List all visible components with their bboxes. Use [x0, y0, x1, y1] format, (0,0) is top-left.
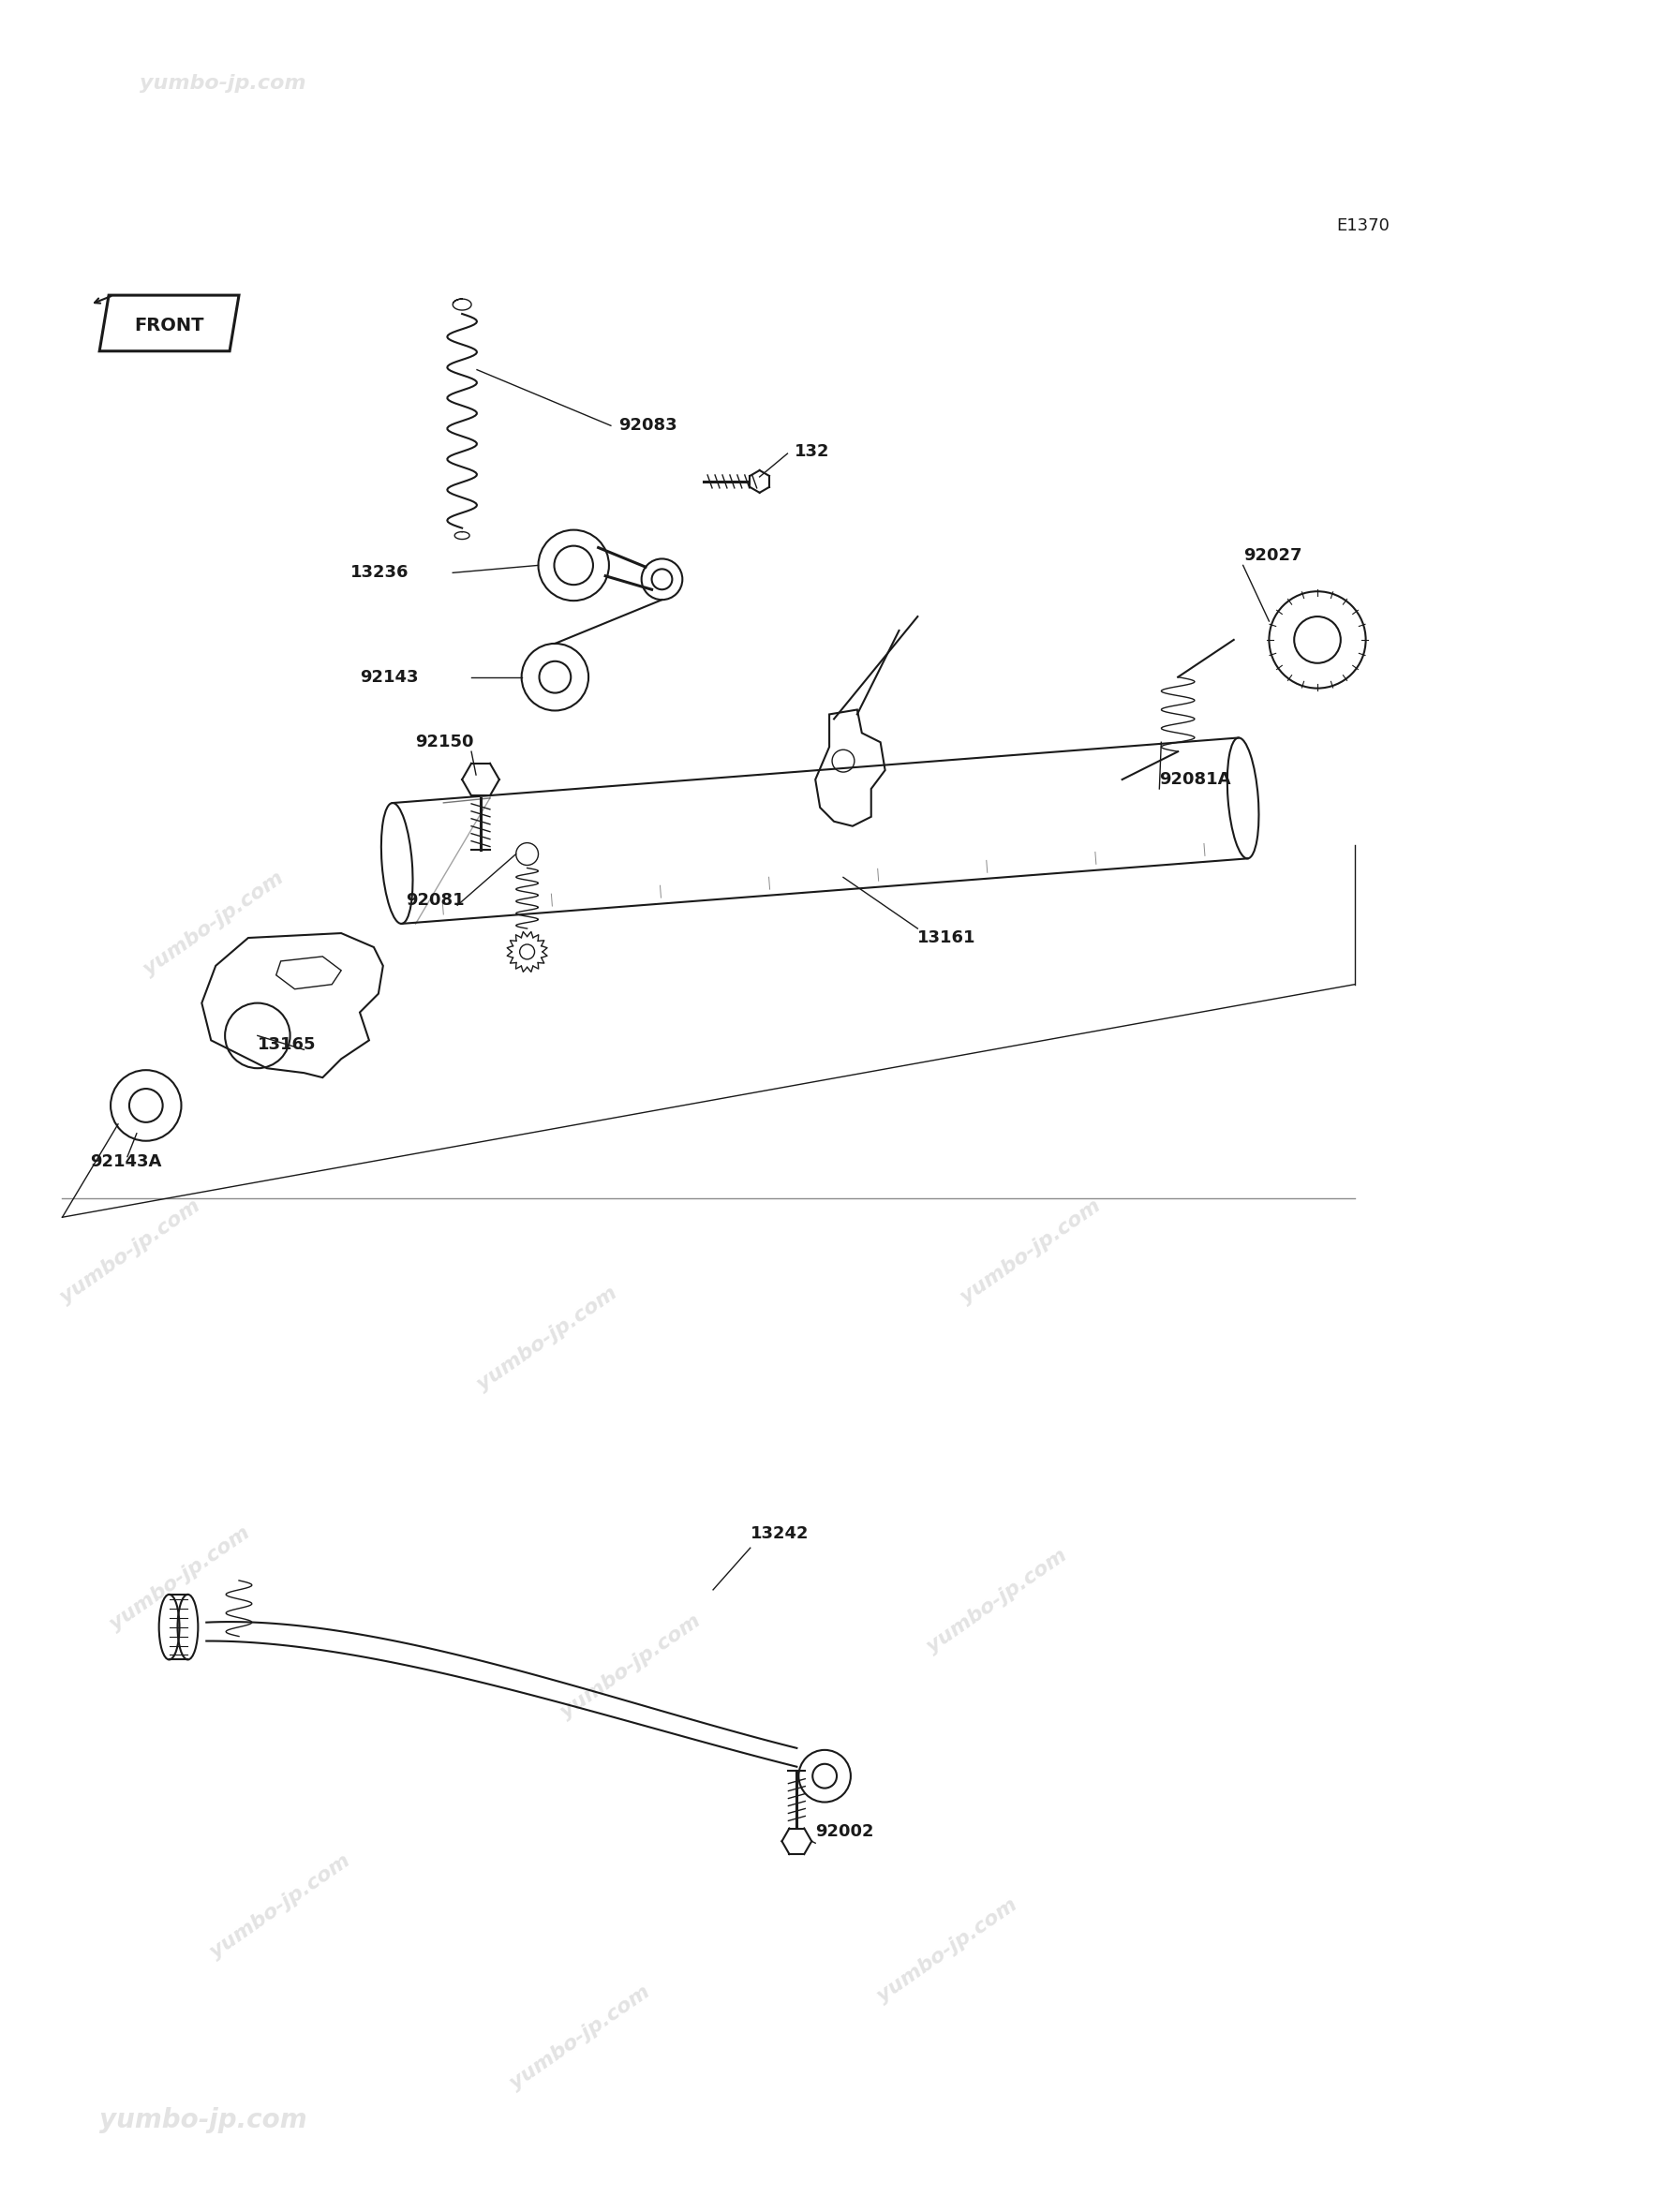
Text: 92143: 92143	[360, 668, 418, 685]
Text: yumbo-jp.com: yumbo-jp.com	[57, 1195, 203, 1307]
Text: yumbo-jp.com: yumbo-jp.com	[207, 1852, 353, 1962]
Text: 92150: 92150	[415, 734, 474, 751]
Text: 132: 132	[795, 444, 830, 459]
Text: yumbo-jp.com: yumbo-jp.com	[874, 1894, 1020, 2006]
Text: yumbo-jp.com: yumbo-jp.com	[139, 868, 287, 980]
Text: E1370: E1370	[1336, 218, 1389, 233]
Text: 92081: 92081	[407, 892, 465, 910]
Text: yumbo-jp.com: yumbo-jp.com	[956, 1195, 1104, 1307]
Text: 13236: 13236	[351, 565, 408, 582]
Text: yumbo-jp.com: yumbo-jp.com	[474, 1283, 620, 1395]
Text: 92081A: 92081A	[1159, 771, 1231, 789]
Text: 13242: 13242	[751, 1525, 808, 1542]
Text: yumbo-jp.com: yumbo-jp.com	[556, 1610, 704, 1722]
Text: 13161: 13161	[917, 929, 976, 947]
Text: yumbo-jp.com: yumbo-jp.com	[507, 1982, 654, 2094]
Text: 92027: 92027	[1243, 547, 1302, 565]
Text: 92002: 92002	[815, 1824, 874, 1841]
Text: FRONT: FRONT	[134, 316, 203, 334]
Text: yumbo-jp.com: yumbo-jp.com	[924, 1544, 1070, 1657]
Text: yumbo-jp.com: yumbo-jp.com	[106, 1523, 254, 1635]
Text: yumbo-jp.com: yumbo-jp.com	[139, 73, 306, 92]
Text: 13165: 13165	[257, 1037, 316, 1052]
Text: 92143A: 92143A	[91, 1153, 161, 1169]
Text: yumbo-jp.com: yumbo-jp.com	[99, 2107, 307, 2133]
Text: 92083: 92083	[618, 417, 677, 435]
